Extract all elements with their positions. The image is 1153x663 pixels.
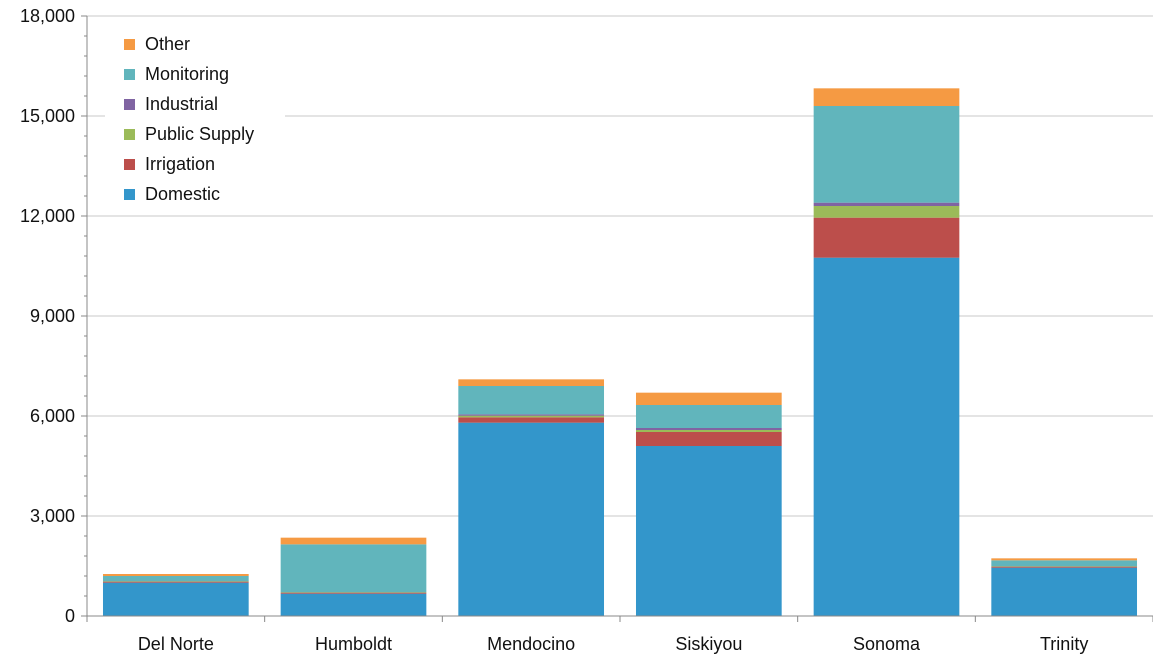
bar-segment-industrial [814,203,960,206]
legend-label: Domestic [145,184,220,204]
bar-segment-monitoring [103,576,249,581]
bar-segment-public-supply [458,416,604,418]
legend-swatch [124,99,135,110]
bar-segment-industrial [636,428,782,430]
bar-segment-domestic [991,568,1137,616]
bar-segment-monitoring [636,405,782,428]
legend-label: Other [145,34,190,54]
x-tick-label: Humboldt [315,634,392,654]
bar-segment-other [458,379,604,386]
y-tick-label: 6,000 [30,406,75,426]
bar-segment-irrigation [458,417,604,422]
y-tick-label: 9,000 [30,306,75,326]
y-tick-label: 0 [65,606,75,626]
legend-swatch [124,69,135,80]
bar-segment-domestic [458,423,604,616]
legend-swatch [124,39,135,50]
y-tick-label: 18,000 [20,6,75,26]
bar-stack-siskiyou [636,393,782,616]
y-tick-label: 3,000 [30,506,75,526]
bar-segment-monitoring [458,386,604,414]
x-tick-label: Siskiyou [675,634,742,654]
bar-segment-domestic [281,594,427,616]
bar-segment-other [814,88,960,106]
bar-segment-irrigation [991,567,1137,568]
legend-swatch [124,159,135,170]
x-tick-label: Del Norte [138,634,214,654]
bar-segment-irrigation [636,432,782,446]
legend-label: Industrial [145,94,218,114]
bar-segment-irrigation [814,218,960,258]
bar-segment-monitoring [281,544,427,592]
bar-stack-mendocino [458,379,604,616]
legend-swatch [124,129,135,140]
bar-segment-public-supply [991,566,1137,567]
bar-stack-humboldt [281,538,427,616]
bar-stack-trinity [991,558,1137,616]
legend-label: Monitoring [145,64,229,84]
bar-segment-other [103,574,249,576]
bar-segment-monitoring [991,560,1137,566]
bar-segment-other [636,393,782,405]
bar-stack-sonoma [814,88,960,616]
y-tick-label: 12,000 [20,206,75,226]
bar-segment-public-supply [636,430,782,432]
bar-segment-irrigation [281,593,427,594]
legend: Other Monitoring Industrial Public Supply Ir… [105,30,285,214]
bar-segment-domestic [814,258,960,616]
bar-segment-industrial [458,414,604,415]
bar-segment-domestic [636,446,782,616]
x-tick-label: Sonoma [853,634,921,654]
bar-segment-other [991,558,1137,560]
bar-segment-public-supply [814,206,960,218]
bar-segment-irrigation [103,582,249,583]
x-tick-label: Mendocino [487,634,575,654]
bar-segment-public-supply [103,581,249,582]
bar-stack-del-norte [103,574,249,616]
y-tick-label: 15,000 [20,106,75,126]
x-tick-label: Trinity [1040,634,1088,654]
bar-segment-monitoring [814,106,960,203]
legend-swatch [124,189,135,200]
bar-segment-public-supply [281,592,427,593]
bar-segment-other [281,538,427,545]
bar-segment-domestic [103,583,249,616]
legend-label: Public Supply [145,124,254,144]
legend-label: Irrigation [145,154,215,174]
